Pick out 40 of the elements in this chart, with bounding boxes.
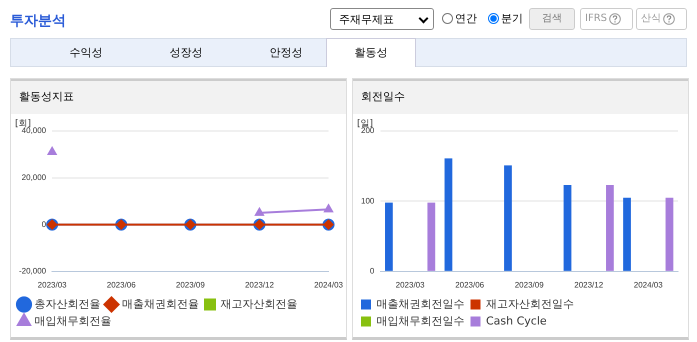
y-tick-label: 0 <box>42 220 47 229</box>
legend-label: 총자산회전율 <box>34 297 100 310</box>
text: 검색 <box>529 8 575 30</box>
text: 수익성 <box>68 45 104 61</box>
text: 주재무제표 <box>330 8 434 30</box>
y-tick-label: 200 <box>360 126 375 136</box>
chart-title: 회전일수 <box>353 79 688 114</box>
x-tick-label: 2023/06 <box>455 280 485 290</box>
legend-label: 매입채무회전일수 <box>376 314 464 328</box>
legend-label: 재고자산회전율 <box>220 297 298 310</box>
x-tick-label: 2023/09 <box>176 280 206 290</box>
legend-label: Cash Cycle <box>486 314 547 328</box>
text: IFRS <box>585 12 607 26</box>
y-tick-label: -20,000 <box>18 266 47 276</box>
legend-label: 매입채무회전율 <box>34 314 112 328</box>
text: 분기 <box>501 11 523 26</box>
text: 안정성 <box>268 45 304 61</box>
x-tick-label: 2024/03 <box>314 280 344 290</box>
x-tick-label: 2023/12 <box>244 280 274 290</box>
y-tick-label: 40,000 <box>22 126 47 136</box>
chart-title: 활동성지표 <box>11 79 346 114</box>
text: 연간 <box>455 11 477 26</box>
legend-label: 매출채권회전율 <box>122 297 199 310</box>
x-tick-label: 2023/03 <box>38 280 68 290</box>
text: 활동성 <box>326 38 416 67</box>
legend-label: 재고자산회전일수 <box>486 297 574 310</box>
y-axis-title: [일] <box>357 118 374 129</box>
x-tick-label: 2023/03 <box>396 280 426 290</box>
text: 성장성 <box>168 45 204 61</box>
y-tick-label: 100 <box>360 196 375 206</box>
y-tick-label: 0 <box>370 266 375 276</box>
x-tick-label: 2023/12 <box>574 280 604 290</box>
text: 산식 <box>641 12 661 26</box>
x-tick-label: 2024/03 <box>634 280 664 290</box>
text: 투자분석 <box>10 12 66 30</box>
y-axis-title: [회] <box>15 118 32 129</box>
y-tick-label: 20,000 <box>22 173 47 182</box>
legend-label: 매출채권회전일수 <box>376 297 464 310</box>
x-tick-label: 2023/09 <box>514 280 544 290</box>
x-tick-label: 2023/06 <box>106 280 136 290</box>
